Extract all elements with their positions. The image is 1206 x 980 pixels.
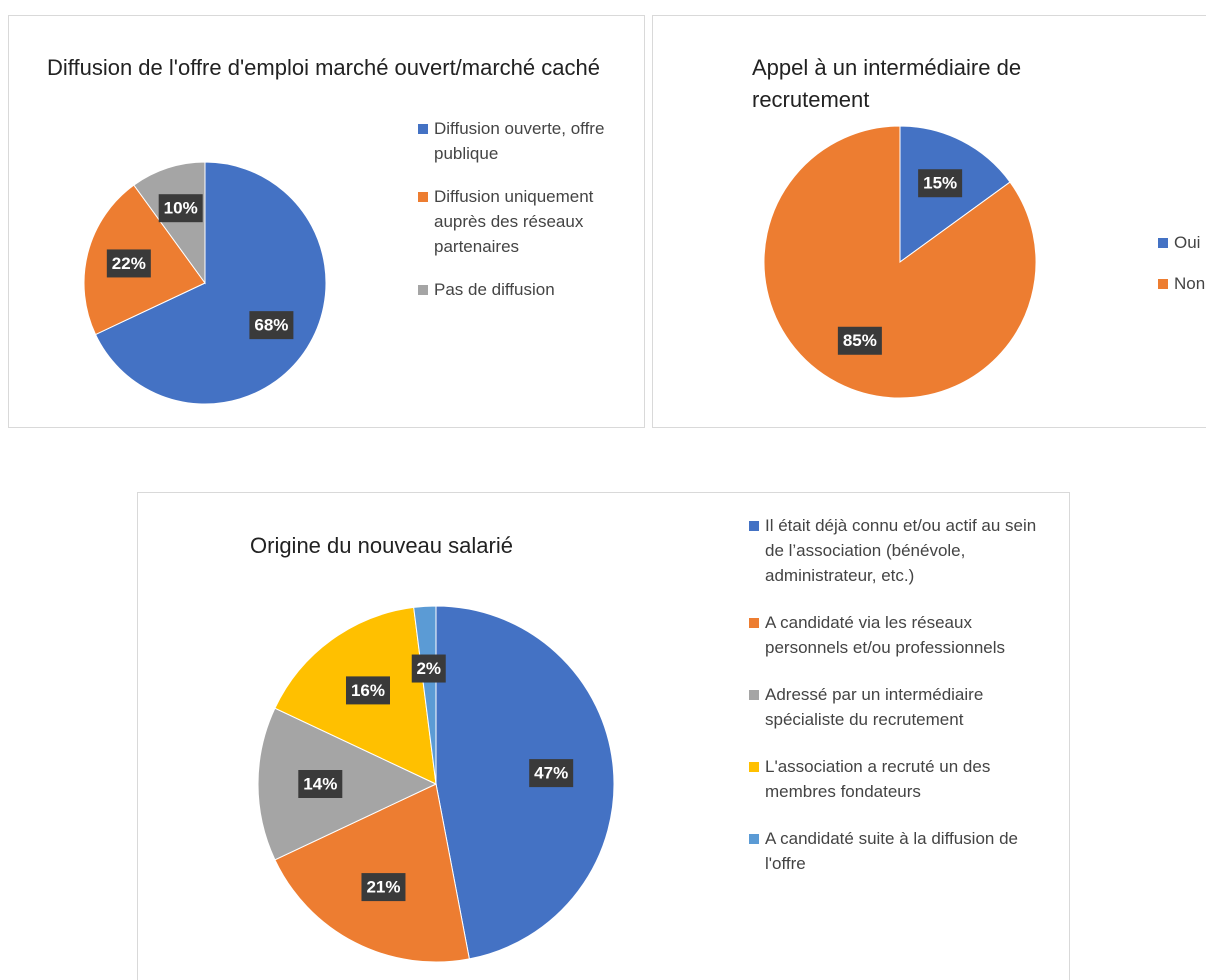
legend-text: Non [1174, 274, 1206, 293]
data-label: 16% [351, 681, 385, 700]
pie-slice [94, 161, 327, 405]
pie-slice [133, 161, 206, 285]
legend-item: Diffusion uniquement auprès des réseaux … [418, 184, 648, 259]
data-label-bg [158, 194, 203, 223]
pie-slice [435, 605, 615, 960]
legend-text: Adressé par un intermédiaire spécialiste… [765, 685, 984, 729]
pie-slice [274, 783, 470, 963]
legend-swatch [418, 124, 428, 134]
legend-swatch [749, 618, 759, 628]
pie-slice [763, 125, 1037, 399]
data-label-bg [837, 326, 882, 355]
data-label-bg [529, 759, 574, 788]
legend-item: Pas de diffusion [418, 277, 648, 302]
legend-swatch [749, 690, 759, 700]
legend-text: Oui [1174, 233, 1201, 252]
data-label-bg [249, 311, 294, 340]
legend-swatch [749, 834, 759, 844]
chart-title: Diffusion de l'offre d'emploi marché ouv… [47, 55, 600, 80]
legend: Oui Non [1158, 230, 1206, 296]
legend-item: A candidaté suite à la diffusion de l'of… [749, 826, 1049, 876]
pie-slice [413, 605, 437, 785]
legend-item: L'association a recruté un des membres f… [749, 754, 1049, 804]
legend-text: A candidaté suite à la diffusion de l'of… [765, 829, 1018, 873]
chart-frame [137, 492, 1070, 980]
legend-swatch [418, 285, 428, 295]
legend-swatch [1158, 279, 1168, 289]
data-label-bg [345, 676, 390, 705]
legend-text: Diffusion uniquement auprès des réseaux … [434, 187, 594, 256]
data-label: 21% [366, 878, 400, 897]
legend-text: L'association a recruté un des membres f… [765, 757, 991, 801]
legend-swatch [418, 192, 428, 202]
data-label: 22% [112, 254, 146, 273]
legend-text: Pas de diffusion [434, 280, 555, 299]
legend-swatch [1158, 238, 1168, 248]
data-label-bg [298, 770, 343, 798]
legend-item: Oui [1158, 230, 1206, 255]
legend-swatch [749, 521, 759, 531]
chart-title: Appel à un intermédiaire de recrutement [752, 55, 1022, 112]
legend-item: Adressé par un intermédiaire spécialiste… [749, 682, 1049, 732]
data-label: 10% [164, 199, 198, 218]
data-label: 85% [843, 331, 877, 350]
legend-text: A candidaté via les réseaux personnels e… [765, 613, 1006, 657]
pie-slice [257, 707, 438, 861]
data-label-bg [361, 873, 406, 902]
data-label: 14% [303, 774, 337, 793]
data-label-bg [411, 654, 446, 683]
legend: Diffusion ouverte, offre publique Diffusi… [418, 116, 648, 302]
legend: Il était déjà connu et/ou actif au sein … [749, 513, 1049, 876]
legend-item: Il était déjà connu et/ou actif au sein … [749, 513, 1049, 588]
chart-frame [8, 15, 645, 428]
chart-frame [652, 15, 1206, 428]
legend-swatch [749, 762, 759, 772]
legend-text: Il était déjà connu et/ou actif au sein … [765, 516, 1037, 585]
legend-item: Diffusion ouverte, offre publique [418, 116, 648, 166]
legend-item: A candidaté via les réseaux personnels e… [749, 610, 1049, 660]
legend-item: Non [1158, 271, 1206, 296]
data-label: 15% [923, 174, 957, 193]
data-label-bg [106, 249, 151, 278]
data-label: 68% [254, 316, 288, 335]
chart-title: Origine du nouveau salarié [250, 533, 513, 558]
data-label-bg [918, 169, 963, 198]
legend-text: Diffusion ouverte, offre publique [434, 119, 605, 163]
data-label: 2% [416, 659, 441, 678]
data-label: 47% [534, 764, 568, 783]
